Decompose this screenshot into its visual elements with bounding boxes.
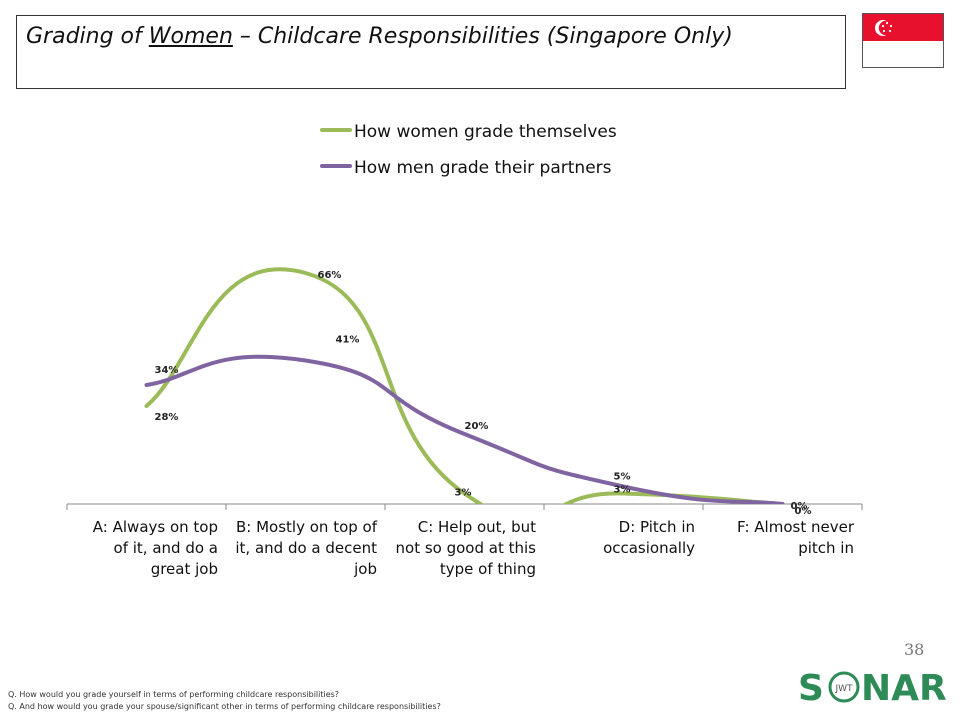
line-chart: How women grade themselves How men grade … (66, 122, 863, 578)
page-title: Grading of Women – Childcare Responsibil… (26, 24, 733, 49)
x-tick-label-line: pitch in (798, 539, 854, 557)
title-underlined-word: Women (148, 24, 233, 49)
x-tick-label-line: type of thing (440, 560, 536, 578)
x-tick-label-line: A: Always on top (93, 518, 218, 536)
sonar-logo: S JWT NAR (798, 668, 946, 709)
footnote-1: Q. How would you grade yourself in terms… (8, 690, 340, 699)
x-tick-label-1: B: Mostly on top of it, and do a decent jo… (235, 518, 377, 578)
x-tick-label-line: D: Pitch in (619, 518, 695, 536)
title-suffix: – Childcare Responsibilities (Singapore … (232, 24, 733, 49)
x-tick-label-4: F: Almost never pitch in (737, 518, 855, 557)
x-tick-label-line: of it, and do a (114, 539, 218, 557)
title-box: Grading of Women – Childcare Responsibil… (16, 15, 846, 89)
x-tick-label-line: job (353, 560, 377, 578)
data-label-1-1: 41% (336, 335, 360, 346)
x-tick-label-3: D: Pitch in occasionally (603, 518, 695, 557)
data-label-0-3: 3% (614, 485, 631, 496)
footnotes: Q. How would you grade yourself in terms… (8, 689, 441, 713)
logo-letter-s: S (798, 668, 824, 709)
x-tick-label-line: C: Help out, but (418, 518, 536, 536)
legend-label-1: How men grade their partners (354, 158, 612, 178)
x-tick-label-2: C: Help out, but not so good at this type … (396, 518, 537, 578)
x-tick-label-line: F: Almost never (737, 518, 855, 536)
data-label-1-2: 20% (465, 421, 489, 432)
data-label-0-2: 3% (455, 488, 472, 499)
series-line-1 (144, 354, 785, 504)
x-tick-label-line: not so good at this (396, 539, 537, 557)
data-label-0-4: 0% (795, 506, 812, 517)
legend-label-0: How women grade themselves (354, 122, 617, 142)
logo-ring-icon (828, 671, 860, 703)
x-tick-label-line: great job (151, 560, 218, 578)
x-tick-label-line: occasionally (603, 539, 695, 557)
data-label-0-0: 28% (155, 412, 179, 423)
series-line-0 (144, 267, 785, 504)
singapore-flag (862, 13, 944, 68)
data-label-1-0: 34% (155, 365, 179, 376)
flag-crescent-stars-icon (875, 20, 894, 36)
x-tick-label-0: A: Always on top of it, and do a great job (93, 518, 218, 578)
data-label-1-3: 5% (614, 472, 631, 483)
flag-white-band (863, 40, 943, 67)
x-tick-label-line: B: Mostly on top of (236, 518, 378, 536)
logo-inner-text: JWT (834, 684, 853, 694)
logo-letters-nar: NAR (861, 668, 946, 709)
title-prefix: Grading of (26, 24, 149, 49)
data-label-1-4: 0% (791, 501, 808, 512)
footnote-2: Q. And how would you grade your spouse/s… (8, 702, 441, 711)
page-number: 38 (904, 640, 925, 659)
data-label-0-1: 66% (318, 270, 342, 281)
x-tick-label-line: it, and do a decent (235, 539, 377, 557)
